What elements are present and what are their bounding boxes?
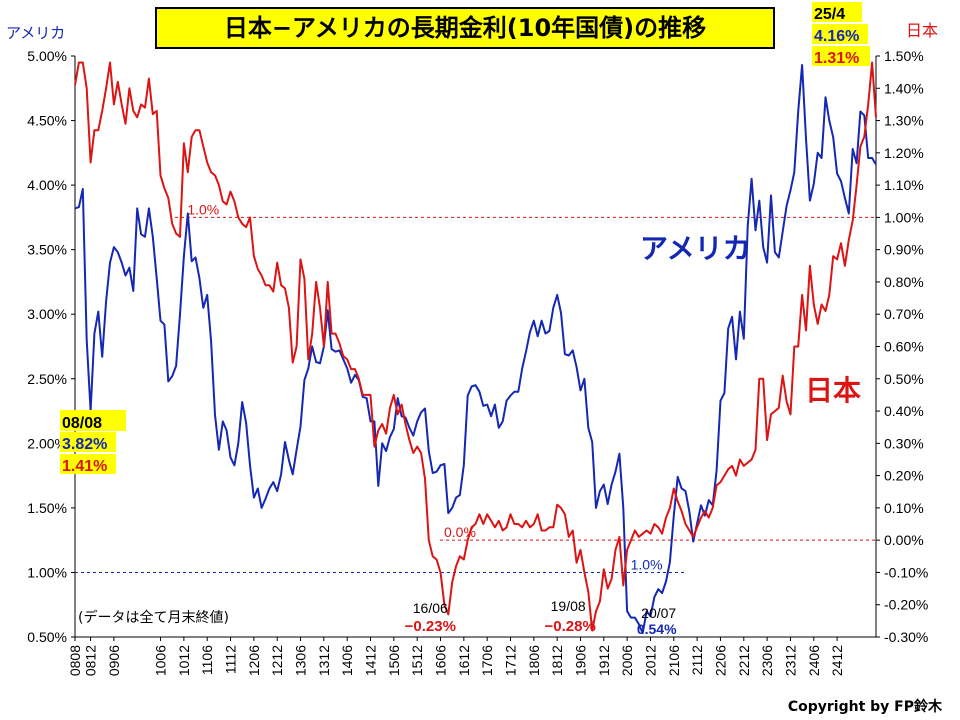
end-jp-value-bg (812, 46, 870, 66)
right-tick-label: 1.50% (884, 48, 924, 64)
x-tick-label: 2006 (619, 645, 635, 676)
right-axis-label: 日本 (906, 21, 938, 40)
left-axis-label: アメリカ (6, 24, 65, 42)
right-tick-label: 0.10% (884, 500, 924, 516)
jp-low-1908-value: −0.28% (545, 618, 596, 635)
end-us-value: 4.16% (814, 28, 859, 45)
x-tick-label: 1812 (549, 645, 565, 676)
reference-line-label: 1.0% (187, 201, 219, 217)
left-tick-label: 0.50% (27, 629, 67, 645)
start-jp-value-bg (60, 454, 116, 474)
end-date-label-bg (812, 2, 862, 22)
x-tick-label: 0812 (83, 645, 99, 676)
x-tick-label: 1306 (293, 645, 309, 676)
end-us-value-bg (812, 24, 868, 44)
us-series-line (74, 64, 877, 635)
jp-low-1606-value: −0.23% (405, 618, 456, 635)
reference-line-label: 1.0% (631, 556, 663, 572)
end-jp-value: 1.31% (814, 50, 859, 67)
left-tick-label: 5.00% (27, 48, 67, 64)
right-tick-label: 1.10% (884, 177, 924, 193)
right-tick-label: 0.60% (884, 339, 924, 355)
x-tick-label: 2412 (829, 645, 845, 676)
jp-low-1908-date: 19/08 (551, 598, 586, 614)
x-tick-label: 1506 (386, 645, 402, 676)
x-tick-label: 2312 (782, 645, 798, 676)
jp-series-label: 日本 (805, 374, 861, 407)
x-tick-label: 1012 (176, 645, 192, 676)
start-date-label: 08/08 (62, 415, 102, 432)
x-tick-label: 1512 (409, 645, 425, 676)
x-tick-label: 1006 (153, 645, 169, 676)
x-tick-label: 1606 (433, 645, 449, 676)
x-tick-label: 2212 (736, 645, 752, 676)
right-tick-label: 1.40% (884, 80, 924, 96)
end-date-label: 25/4 (814, 6, 845, 23)
start-date-label-bg (60, 410, 126, 431)
right-tick-label: -0.30% (884, 629, 928, 645)
right-tick-label: 0.20% (884, 468, 924, 484)
left-tick-label: 3.00% (27, 306, 67, 322)
x-tick-label: 1706 (479, 645, 495, 676)
right-tick-label: 0.40% (884, 403, 924, 419)
x-tick-label: 2206 (712, 645, 728, 676)
start-us-value: 3.82% (62, 436, 107, 453)
right-tick-label: -0.10% (884, 564, 928, 580)
x-tick-label: 1106 (199, 645, 215, 675)
start-us-value-bg (60, 432, 116, 452)
copyright: Copyright by FP鈴木 (787, 699, 942, 715)
x-tick-label: 2306 (759, 645, 775, 676)
right-tick-label: 1.00% (884, 209, 924, 225)
right-tick-label: -0.20% (884, 597, 928, 613)
right-tick-label: 1.30% (884, 113, 924, 129)
x-tick-label: 0906 (106, 645, 122, 676)
us-low-2007-value: 0.54% (637, 621, 677, 637)
jp-low-1606-date: 16/06 (413, 600, 448, 616)
x-tick-label: 1906 (572, 645, 588, 676)
left-tick-label: 2.00% (27, 435, 67, 451)
x-tick-label: 1312 (316, 645, 332, 676)
us-low-2007-date: 20/07 (641, 605, 676, 621)
x-tick-label: 1912 (596, 645, 612, 676)
x-tick-label: 1412 (363, 645, 379, 676)
x-tick-label: 1612 (456, 645, 472, 676)
x-tick-label: 2106 (666, 645, 682, 676)
data-note: (データは全て月末終値) (78, 609, 229, 626)
x-tick-label: 1806 (526, 645, 542, 676)
chart-title: 日本−アメリカの長期金利(10年国債)の推移 (155, 7, 775, 49)
x-tick-label: 1206 (246, 645, 262, 676)
right-tick-label: 0.90% (884, 242, 924, 258)
left-tick-label: 4.00% (27, 177, 67, 193)
right-tick-label: 0.00% (884, 532, 924, 548)
left-tick-label: 2.50% (27, 371, 67, 387)
x-tick-label: 1712 (502, 645, 518, 676)
x-tick-label: 1112 (223, 645, 239, 674)
left-tick-label: 1.50% (27, 500, 67, 516)
x-tick-label: 1212 (269, 645, 285, 676)
x-tick-label: 0808 (67, 645, 83, 676)
x-tick-label: 1406 (339, 645, 355, 676)
left-tick-label: 4.50% (27, 113, 67, 129)
x-tick-label: 2406 (806, 645, 822, 676)
left-tick-label: 1.00% (27, 564, 67, 580)
right-tick-label: 0.50% (884, 371, 924, 387)
right-tick-label: 1.20% (884, 145, 924, 161)
x-tick-label: 2012 (642, 645, 658, 676)
right-tick-label: 0.30% (884, 435, 924, 451)
us-series-label: アメリカ (640, 232, 751, 265)
x-tick-label: 2112 (689, 645, 705, 675)
jp-series-line (74, 61, 877, 632)
right-tick-label: 0.70% (884, 306, 924, 322)
right-tick-label: 0.80% (884, 274, 924, 290)
start-jp-value: 1.41% (62, 458, 107, 475)
left-tick-label: 3.50% (27, 242, 67, 258)
